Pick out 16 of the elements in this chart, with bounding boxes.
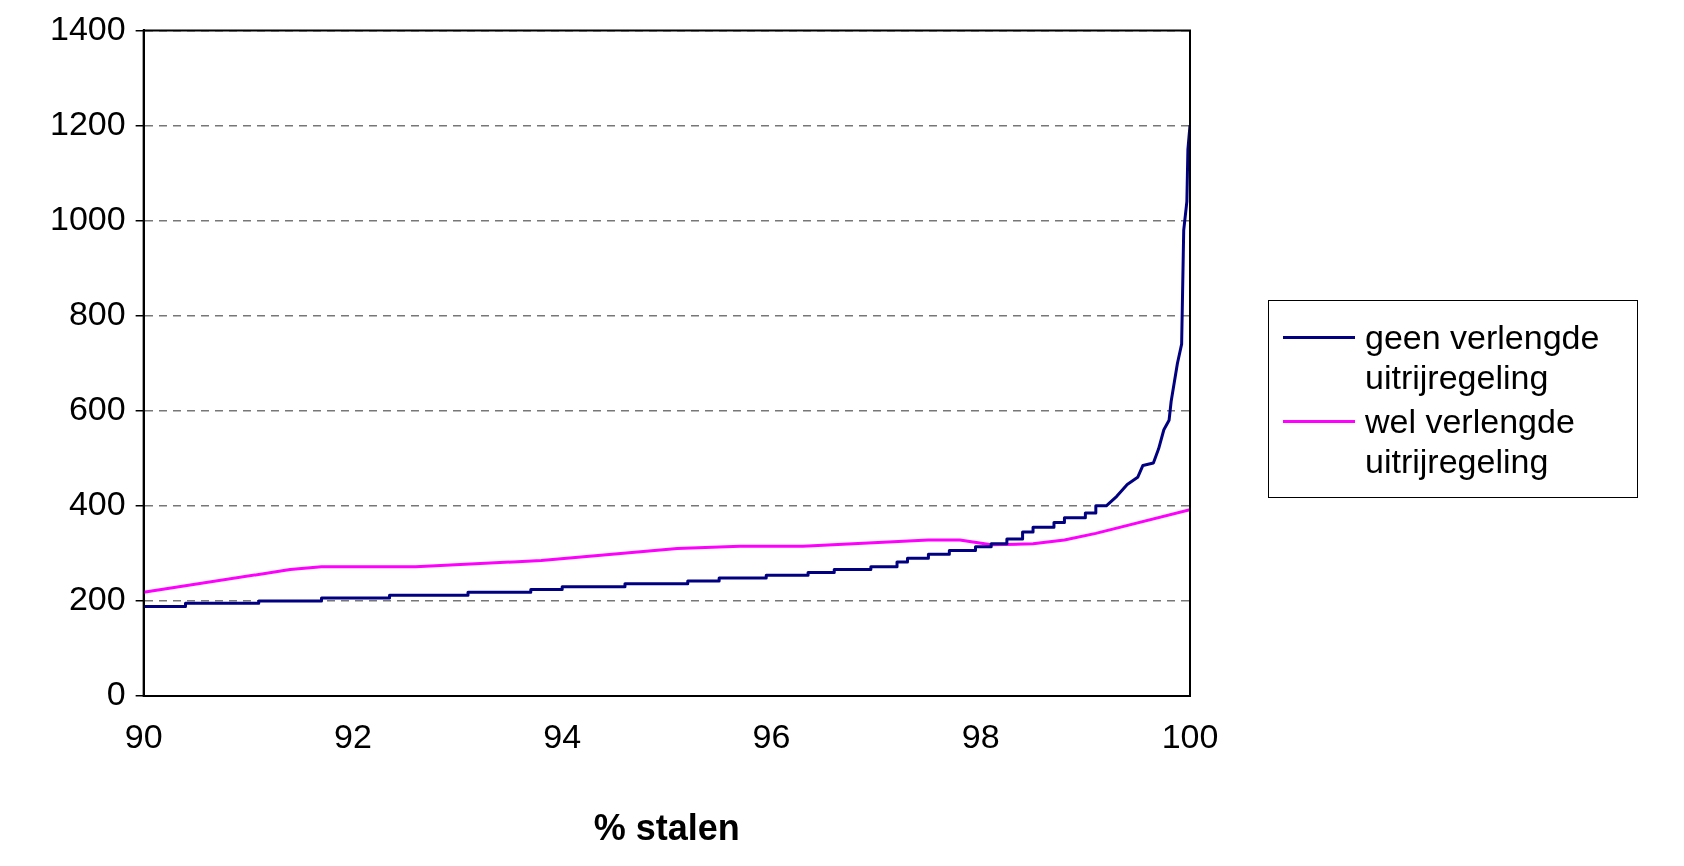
y-tick-label: 1000	[50, 198, 126, 237]
y-tick-label: 400	[68, 484, 126, 523]
x-tick-label: 98	[961, 716, 1000, 755]
x-tick-label: 96	[752, 716, 791, 755]
y-tick-label: 0	[106, 674, 126, 713]
y-tick-label: 600	[68, 389, 126, 428]
legend-label: wel verlengde uitrijregeling	[1365, 401, 1576, 481]
x-tick-label: 100	[1161, 716, 1219, 755]
x-tick-label: 90	[124, 716, 163, 755]
x-tick-label: 94	[543, 716, 582, 755]
y-tick-label: 1200	[50, 103, 126, 142]
x-tick-label: 92	[334, 716, 372, 755]
x-axis-title: % stalen	[593, 807, 740, 849]
y-tick-label: 800	[68, 294, 126, 333]
y-tick-label: 1400	[50, 8, 126, 47]
y-tick-label: 200	[68, 579, 126, 618]
